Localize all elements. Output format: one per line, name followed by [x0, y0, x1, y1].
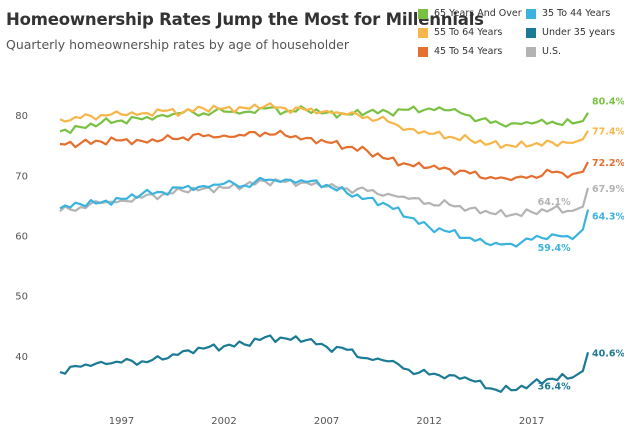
series-line — [59, 105, 589, 135]
legend-item-65-and-over[interactable]: 65 Years And Over — [418, 8, 522, 19]
legend-item-55-to-64[interactable]: 55 To 64 Years — [418, 27, 502, 38]
series-line — [59, 334, 590, 393]
end-value-label: 64.3% — [592, 212, 624, 223]
y-tick-label: 60 — [15, 231, 28, 242]
x-tick-label: 2002 — [211, 416, 236, 427]
end-value-label: 40.6% — [592, 348, 624, 359]
end-value-label: 72.2% — [592, 158, 624, 169]
legend-swatch — [418, 8, 428, 19]
x-tick-label: 2012 — [416, 416, 441, 427]
point-annotation: 36.4% — [538, 382, 571, 393]
legend-swatch — [526, 46, 536, 57]
y-tick-label: 40 — [15, 352, 28, 363]
legend-label: 65 Years And Over — [434, 8, 522, 19]
legend-label: 35 To 44 Years — [542, 8, 611, 19]
x-tick-label: 2007 — [314, 416, 339, 427]
series-line — [59, 102, 589, 149]
legend-swatch — [418, 46, 428, 57]
legend-label: 55 To 64 Years — [434, 27, 503, 38]
y-tick-label: 50 — [15, 292, 28, 303]
legend-swatch — [526, 8, 536, 19]
legend-swatch — [418, 27, 428, 38]
y-tick-label: 80 — [15, 111, 28, 122]
legend-item-under-35[interactable]: Under 35 years — [526, 27, 615, 38]
legend-swatch — [526, 27, 536, 38]
series-line — [59, 129, 589, 182]
legend-label: U.S. — [542, 46, 562, 57]
legend-item-us[interactable]: U.S. — [526, 46, 561, 57]
point-annotation: 64.1% — [538, 197, 571, 208]
chart-subtitle: Quarterly homeownership rates by age of … — [6, 37, 349, 52]
x-tick-label: 2017 — [519, 416, 544, 427]
legend-label: Under 35 years — [542, 27, 616, 38]
y-tick-label: 70 — [15, 171, 28, 182]
end-value-label: 67.9% — [592, 184, 624, 195]
series-line — [59, 176, 590, 248]
legend-item-45-to-54[interactable]: 45 To 54 Years — [418, 46, 502, 57]
point-annotation: 59.4% — [538, 243, 571, 254]
end-value-label: 80.4% — [592, 97, 624, 108]
legend-label: 45 To 54 Years — [434, 46, 503, 57]
x-tick-label: 1997 — [109, 416, 134, 427]
chart-title: Homeownership Rates Jump the Most for Mi… — [6, 10, 484, 29]
legend-item-35-to-44[interactable]: 35 To 44 Years — [526, 8, 610, 19]
end-value-label: 77.4% — [592, 127, 624, 138]
